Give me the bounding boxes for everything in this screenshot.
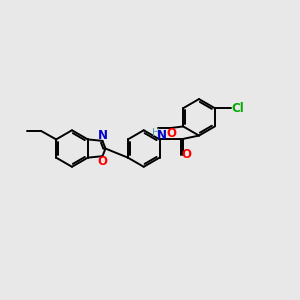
Text: H: H [152, 128, 160, 138]
Text: O: O [181, 148, 191, 161]
Text: O: O [167, 127, 176, 140]
Text: O: O [98, 155, 107, 168]
Text: N: N [98, 129, 107, 142]
Text: Cl: Cl [231, 102, 244, 115]
Text: N: N [157, 129, 167, 142]
